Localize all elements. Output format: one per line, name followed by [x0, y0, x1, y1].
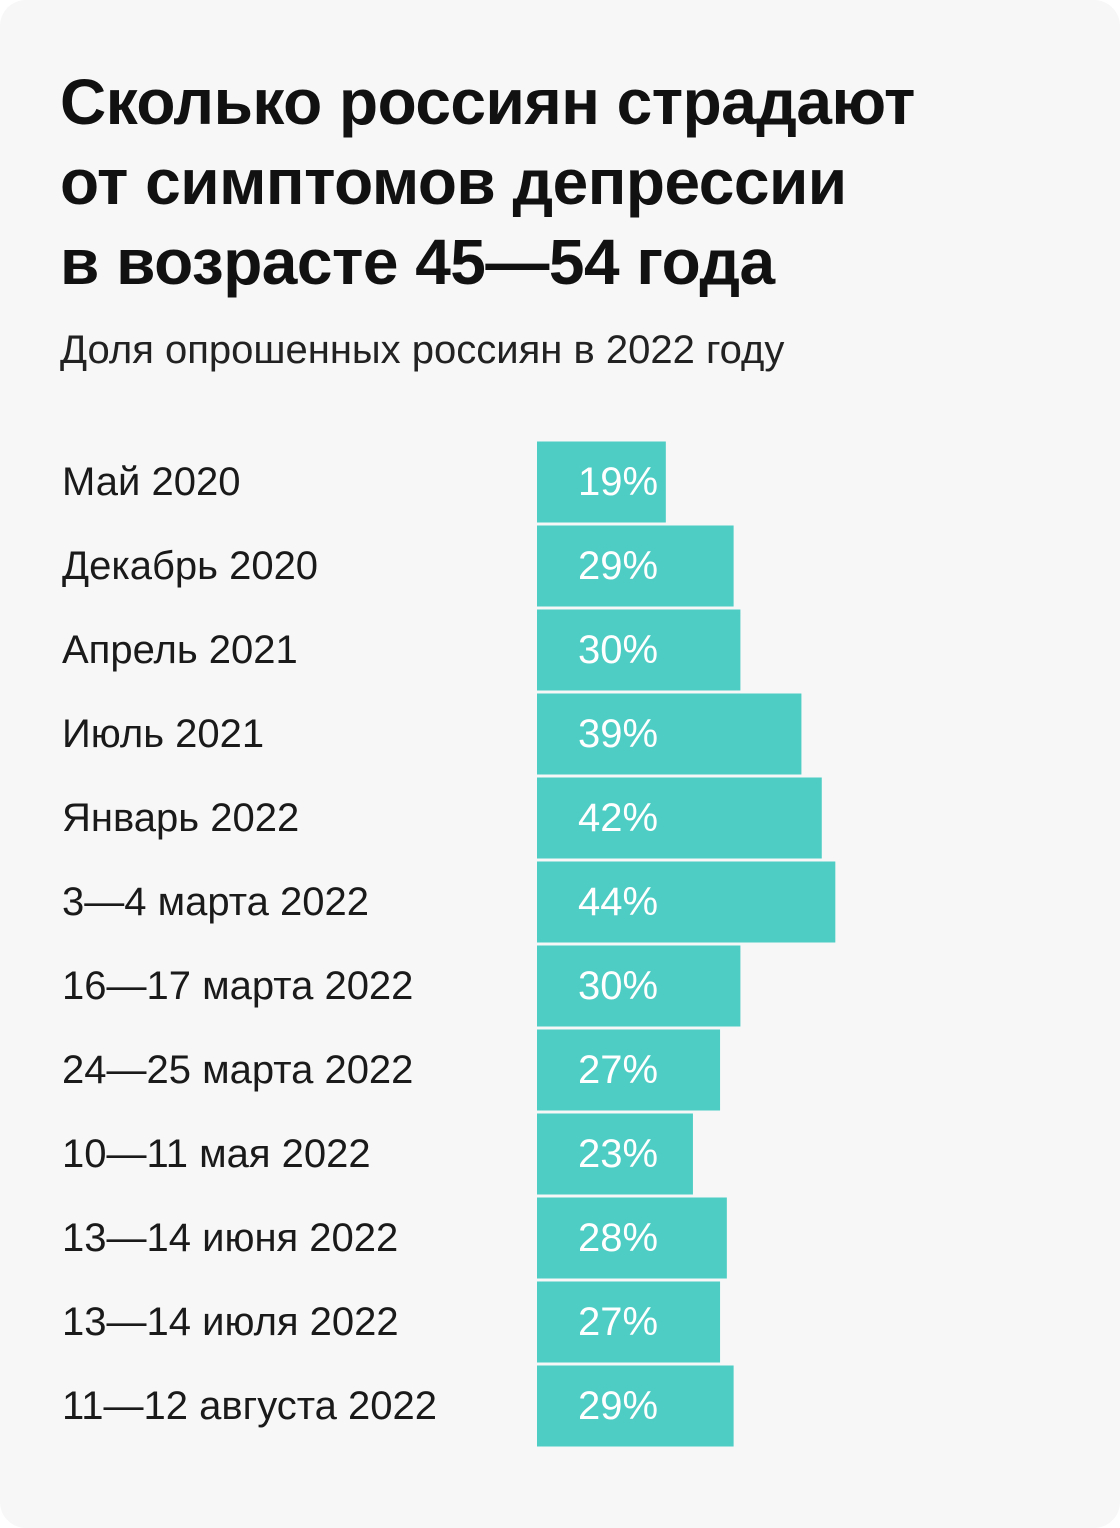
- bar: [537, 945, 741, 1027]
- bar: [537, 777, 822, 859]
- value-label: 29%: [578, 544, 658, 588]
- category-label: 10—11 мая 2022: [62, 1132, 371, 1176]
- value-label: 27%: [578, 1048, 658, 1092]
- title-line-1: Сколько россиян страдают: [60, 66, 915, 138]
- bar-row: Июль 2021 39%: [62, 693, 802, 775]
- chart-subtitle: Доля опрошенных россиян в 2022 году: [60, 328, 785, 372]
- value-label: 29%: [578, 1384, 658, 1428]
- bar: [537, 861, 836, 943]
- bar-row: Апрель 2021 30%: [62, 609, 741, 691]
- value-label: 42%: [578, 796, 658, 840]
- bar: [537, 1029, 721, 1111]
- bar: [537, 609, 741, 691]
- bar-row: 13—14 июля 2022 27%: [62, 1281, 721, 1363]
- chart-title: Сколько россиян страдают от симптомов де…: [60, 62, 1060, 302]
- category-label: Июль 2021: [62, 712, 264, 756]
- bar-rows: Май 2020 19% Декабрь 2020 29% Апрель 2021 30%…: [62, 441, 836, 1447]
- title-line-3: в возрасте 45—54 года: [60, 226, 775, 298]
- category-label: 13—14 июля 2022: [62, 1300, 399, 1344]
- bar-row: Май 2020 19%: [62, 441, 666, 523]
- value-label: 44%: [578, 880, 658, 924]
- bar-row: Январь 2022 42%: [62, 777, 822, 859]
- category-label: Апрель 2021: [62, 628, 298, 672]
- bar-row: 3—4 марта 2022 44%: [62, 861, 836, 943]
- bar: [537, 1365, 734, 1447]
- bar: [537, 1113, 693, 1195]
- bar-row: Декабрь 2020 29%: [62, 525, 734, 607]
- value-label: 30%: [578, 628, 658, 672]
- bar: [537, 1197, 727, 1279]
- category-label: 13—14 июня 2022: [62, 1216, 398, 1260]
- bar: [537, 525, 734, 607]
- category-label: 24—25 марта 2022: [62, 1048, 413, 1092]
- value-label: 27%: [578, 1300, 658, 1344]
- value-label: 30%: [578, 964, 658, 1008]
- category-label: 11—12 августа 2022: [62, 1384, 437, 1428]
- category-label: 16—17 марта 2022: [62, 964, 413, 1008]
- bar: [537, 441, 666, 523]
- bar-row: 10—11 мая 2022 23%: [62, 1113, 693, 1195]
- bar: [537, 693, 802, 775]
- bar-row: 11—12 августа 2022 29%: [62, 1365, 734, 1447]
- category-label: Январь 2022: [62, 796, 299, 840]
- title-line-2: от симптомов депрессии: [60, 146, 847, 218]
- category-label: Декабрь 2020: [62, 544, 318, 588]
- bar-row: 13—14 июня 2022 28%: [62, 1197, 727, 1279]
- category-label: 3—4 марта 2022: [62, 880, 369, 924]
- value-label: 19%: [578, 460, 658, 504]
- bar: [537, 1281, 721, 1363]
- value-label: 39%: [578, 712, 658, 756]
- value-label: 23%: [578, 1132, 658, 1176]
- bar-row: 16—17 марта 2022 30%: [62, 945, 741, 1027]
- value-label: 28%: [578, 1216, 658, 1260]
- bar-row: 24—25 марта 2022 27%: [62, 1029, 721, 1111]
- category-label: Май 2020: [62, 460, 240, 504]
